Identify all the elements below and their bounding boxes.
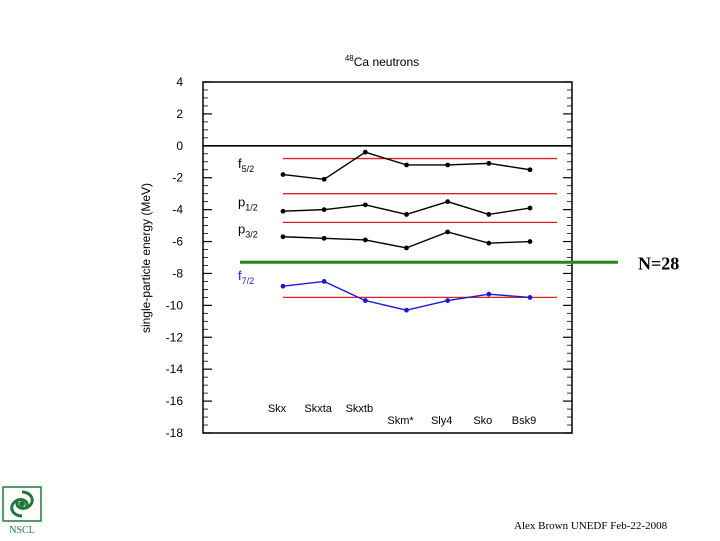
logo-text: NSCL xyxy=(9,525,35,536)
y-tick-label: -6 xyxy=(172,235,183,249)
data-point xyxy=(362,149,368,155)
axes: 4 2 0 -2 -4 -6 -8 -10 -12 -14 -16 -18 48Ca neutrons s… xyxy=(139,54,573,440)
series-label: f5/2 xyxy=(238,156,254,174)
y-axis-label: single-particle energy (MeV) xyxy=(139,183,153,333)
data-point xyxy=(486,240,492,246)
x-category-label: Sly4 xyxy=(431,415,452,427)
y-tick-label: 4 xyxy=(176,75,183,89)
data-point xyxy=(321,235,327,241)
y-tick-label: 2 xyxy=(176,107,183,121)
series-group xyxy=(280,149,533,313)
shell-gap-label: N=28 xyxy=(638,253,679,273)
data-point xyxy=(486,160,492,166)
data-point xyxy=(321,176,327,182)
nscl-logo: NSCL xyxy=(2,486,42,536)
y-tick-label: -12 xyxy=(166,330,184,344)
data-point xyxy=(362,237,368,243)
data-point xyxy=(527,167,533,173)
y-tick-label: -18 xyxy=(166,426,184,440)
data-point xyxy=(321,279,327,284)
data-point xyxy=(362,202,368,208)
data-point xyxy=(404,162,409,168)
data-point xyxy=(527,205,533,211)
data-point xyxy=(445,229,451,235)
data-point xyxy=(280,283,286,289)
data-point xyxy=(486,291,492,297)
x-category-label: Skm* xyxy=(387,415,414,427)
chart-title: 48Ca neutrons xyxy=(345,54,419,69)
series-label: p1/2 xyxy=(238,194,258,212)
y-tick-label: 0 xyxy=(176,139,183,153)
y-tick-label: -8 xyxy=(172,266,183,280)
x-category-label: Sko xyxy=(473,415,492,427)
y-tick-label: -2 xyxy=(172,171,183,185)
y-tick-label: -4 xyxy=(172,203,183,217)
experimental-levels: N=28 xyxy=(240,157,679,299)
series-label-name: f xyxy=(238,156,242,171)
data-point xyxy=(527,294,533,300)
series-line xyxy=(282,280,531,311)
y-tick-label: -10 xyxy=(166,298,184,312)
series-label-subscript: 3/2 xyxy=(245,230,258,240)
data-point xyxy=(280,234,286,240)
data-point xyxy=(404,245,409,251)
series-label-subscript: 1/2 xyxy=(245,202,258,212)
series-label-name: p xyxy=(238,194,245,209)
y-tick-label: -16 xyxy=(166,394,184,408)
series-label-name: p xyxy=(238,222,245,237)
title-superscript: 48 xyxy=(345,54,354,63)
footer-credit: Alex Brown UNEDF Feb-22-2008 xyxy=(514,520,668,532)
x-category-label: Bsk9 xyxy=(512,415,536,427)
title-text: Ca neutrons xyxy=(354,55,419,69)
data-point xyxy=(445,298,451,303)
data-point xyxy=(404,212,409,217)
x-category-label: Skx xyxy=(268,403,287,415)
data-point xyxy=(445,162,451,168)
y-tick-label: -14 xyxy=(166,362,184,376)
data-point xyxy=(362,298,368,303)
series-label-subscript: 5/2 xyxy=(242,164,255,174)
series-label-name: f xyxy=(238,268,242,283)
data-point xyxy=(280,172,286,177)
series-label-subscript: 7/2 xyxy=(242,276,255,286)
data-point xyxy=(280,208,286,214)
data-point xyxy=(445,199,451,205)
data-point xyxy=(486,212,492,217)
series-label: p3/2 xyxy=(238,222,258,240)
data-point xyxy=(527,239,533,244)
x-category-label: Skxtb xyxy=(346,403,374,415)
plot-frame xyxy=(202,81,573,434)
data-point xyxy=(321,207,327,213)
series-label: f7/2 xyxy=(238,268,254,286)
data-point xyxy=(404,307,409,313)
x-category-label: Skxta xyxy=(304,403,332,415)
